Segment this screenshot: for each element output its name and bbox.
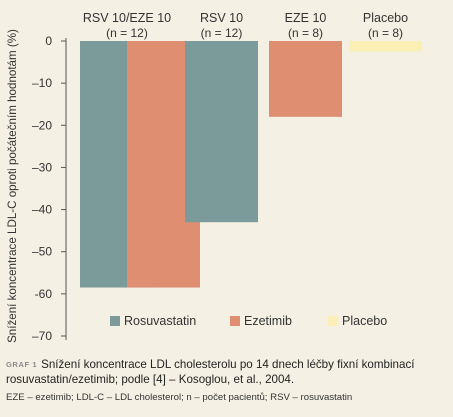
y-tick-label: –10 (32, 76, 52, 90)
legend-label-rosuvastatin: Rosuvastatin (124, 314, 196, 328)
y-tick-label: –30 (32, 160, 52, 174)
y-tick-label: –40 (32, 203, 52, 217)
y-axis-label: Snížení koncentrace LDL-C oproti počáteč… (6, 29, 19, 343)
y-tick-label: -60 (35, 287, 53, 301)
legend-swatch-placebo (328, 316, 338, 326)
group-label: EZE 10 (285, 11, 327, 25)
bar-ezetimib-2 (269, 41, 342, 117)
y-tick-label: –70 (32, 329, 52, 343)
group-n-label: (n = 12) (106, 26, 148, 40)
figure-caption-text: Snížení koncentrace LDL cholesterolu po … (6, 358, 415, 386)
legend-label-ezetimib: Ezetimib (244, 314, 292, 328)
group-label: RSV 10/EZE 10 (83, 11, 171, 25)
legend-label-placebo: Placebo (342, 314, 387, 328)
group-n-label: (n = 8) (368, 26, 403, 40)
figure-label: GRAF 1 (6, 360, 38, 369)
y-tick-label: 0 (45, 34, 52, 48)
bar-placebo-3 (349, 41, 422, 52)
abbreviations-footnote: EZE – ezetimib; LDL-C – LDL cholesterol;… (6, 392, 353, 403)
y-tick-label: –50 (32, 245, 52, 259)
group-label: RSV 10 (200, 11, 243, 25)
legend-swatch-ezetimib (230, 316, 240, 326)
bar-chart: RSV 10/EZE 10(n = 12)RSV 10(n = 12)EZE 1… (6, 11, 422, 343)
bar-rosuvastatin-1 (185, 41, 258, 223)
legend-swatch-rosuvastatin (110, 316, 120, 326)
group-label: Placebo (363, 11, 408, 25)
y-tick-label: –20 (32, 118, 52, 132)
figure-caption: GRAF 1 Snížení koncentrace LDL cholestero… (6, 357, 446, 387)
group-n-label: (n = 8) (288, 26, 323, 40)
group-n-label: (n = 12) (201, 26, 243, 40)
